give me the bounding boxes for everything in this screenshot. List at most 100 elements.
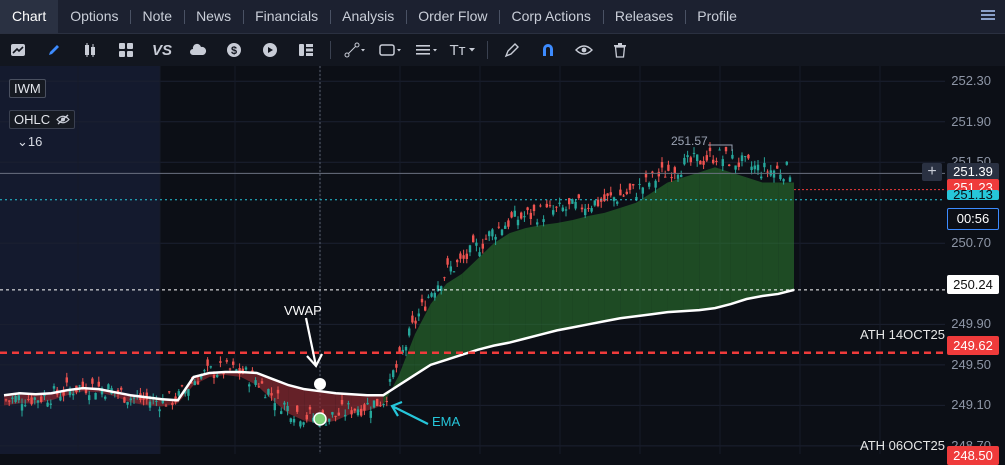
indicator-collapse[interactable]: ⌄16 (17, 134, 43, 149)
candle-body (360, 408, 363, 416)
bull-fill (478, 243, 494, 350)
trash-icon[interactable] (602, 34, 638, 66)
cloud-icon[interactable] (180, 34, 216, 66)
pen-icon[interactable] (36, 34, 72, 66)
candle-body (264, 397, 267, 399)
candle-body (683, 157, 686, 165)
candle-body (200, 375, 203, 379)
price-chart[interactable] (0, 66, 1005, 454)
symbol-label[interactable]: IWM (9, 79, 46, 98)
layout-icon[interactable] (108, 34, 144, 66)
candle-body (475, 242, 478, 246)
candle-body (504, 225, 507, 229)
chart-style-icon[interactable] (0, 34, 36, 66)
candle-body (513, 210, 516, 217)
candle-body (398, 347, 401, 353)
fib-tool-icon[interactable] (409, 34, 445, 66)
ath-14oct25-label: ATH 14OCT25 (860, 327, 946, 342)
candle-body (590, 208, 593, 212)
candle-body (532, 204, 536, 212)
candle-body (542, 219, 545, 223)
rectangle-tool-icon[interactable] (373, 34, 409, 66)
candle-body (603, 194, 606, 202)
tab-options[interactable]: Options (70, 8, 119, 24)
tab-news[interactable]: News (184, 0, 243, 33)
candle-body (734, 165, 737, 170)
tab-releases[interactable]: Releases (602, 0, 685, 33)
bull-fill (462, 258, 478, 355)
tab-note[interactable]: Note (130, 0, 184, 33)
candles-icon[interactable] (72, 34, 108, 66)
candle-body (574, 201, 577, 209)
candle-body (507, 220, 510, 227)
eye-icon[interactable] (566, 34, 602, 66)
add-alert-button[interactable]: + (922, 163, 942, 181)
cyan-price-badge: 251.13 (947, 190, 999, 200)
candle-body (305, 414, 308, 420)
candle-body (392, 370, 395, 378)
tab-order-flow[interactable]: Order Flow (406, 0, 499, 33)
candle-body (126, 401, 129, 405)
tab-profile[interactable]: Profile (685, 0, 749, 33)
list-icon[interactable] (288, 34, 324, 66)
vs-icon[interactable]: VS (144, 34, 180, 66)
candle-body (212, 374, 216, 379)
candle-body (180, 385, 184, 387)
candle-body (782, 179, 785, 182)
candle-body (596, 199, 600, 207)
candle-body (190, 382, 193, 384)
bull-fill (620, 202, 636, 319)
candle-body (788, 177, 792, 182)
candle-body (414, 320, 417, 324)
candle-body (616, 201, 619, 204)
candle-body (516, 219, 520, 226)
bull-fill (604, 207, 621, 322)
ohlc-label: OHLC (14, 112, 51, 127)
candle-body (312, 417, 315, 422)
dollar-icon[interactable]: $ (216, 34, 252, 66)
candle-body (715, 160, 718, 163)
text-tool-icon[interactable]: Tт (445, 34, 481, 66)
candle-body (30, 397, 33, 405)
candle-body (280, 411, 283, 414)
tab-chart[interactable]: Chart (0, 0, 59, 33)
bear-fill (288, 385, 305, 421)
candle-body (552, 210, 555, 215)
ohlc-legend[interactable]: OHLC (9, 110, 76, 129)
candle-body (376, 398, 379, 406)
bull-fill (762, 182, 779, 296)
eye-off-icon[interactable] (56, 114, 70, 125)
candle-body (369, 410, 372, 418)
candle-body (40, 396, 43, 402)
candle-body (235, 369, 238, 371)
candle-body (347, 403, 350, 405)
brush-icon[interactable] (494, 34, 530, 66)
line-tool-icon[interactable] (337, 34, 373, 66)
candle-body (36, 400, 40, 403)
candle-body (772, 170, 776, 178)
toolbar-separator (487, 41, 488, 59)
candle-body (491, 229, 494, 237)
candle-body (88, 395, 91, 401)
candle-body (465, 253, 468, 259)
bull-fill (541, 223, 557, 335)
magnet-icon[interactable] (530, 34, 566, 66)
menu-icon[interactable] (981, 8, 995, 22)
tab-financials[interactable]: Financials (243, 0, 330, 33)
candle-body (753, 165, 756, 170)
candle-body (561, 207, 564, 212)
bull-fill (525, 225, 542, 339)
candle-body (155, 400, 158, 402)
tab-corp-actions[interactable]: Corp Actions (499, 0, 602, 33)
replay-icon[interactable] (252, 34, 288, 66)
candle-body (94, 392, 97, 400)
candle-body (350, 410, 353, 415)
candle-body (523, 216, 526, 218)
candle-body (427, 296, 430, 298)
candle-body (104, 396, 107, 399)
candle-body (763, 162, 766, 168)
bear-fill (225, 371, 241, 378)
candle-body (452, 271, 456, 273)
tab-analysis[interactable]: Analysis (330, 0, 406, 33)
candle-body (446, 258, 449, 265)
